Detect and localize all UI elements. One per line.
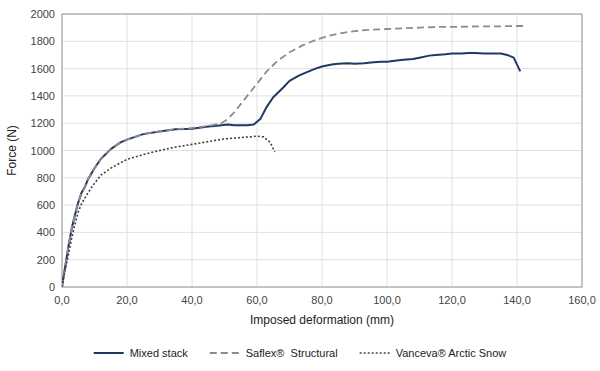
legend-item: Saflex® Structural — [210, 347, 338, 359]
chart: 0 200 400 600 800 1000 1200 1400 1600 1800 2000 0,0… — [0, 0, 600, 371]
x-grid-line — [517, 14, 518, 287]
legend-swatch — [360, 352, 390, 354]
legend-item: Mixed stack — [94, 347, 189, 359]
y-tick-label: 1400 — [31, 90, 55, 102]
x-grid-line — [452, 14, 453, 287]
x-tick-label: 80,0 — [311, 294, 332, 306]
series-line — [62, 53, 520, 287]
legend-swatch — [210, 352, 240, 354]
legend-swatch — [94, 352, 124, 354]
y-tick-label: 400 — [37, 226, 55, 238]
x-grid-line — [387, 14, 388, 287]
grid — [62, 14, 582, 287]
y-tick-label: 800 — [37, 172, 55, 184]
legend-item: Vanceva® Arctic Snow — [360, 347, 507, 359]
y-tick-label: 2000 — [31, 8, 55, 20]
x-grid-line — [127, 14, 128, 287]
y-tick-label: 1600 — [31, 63, 55, 75]
y-tick-label: 1200 — [31, 117, 55, 129]
y-tick-label: 1800 — [31, 35, 55, 47]
x-grid-line — [257, 14, 258, 287]
x-tick-label: 140,0 — [503, 294, 531, 306]
legend-label: Vanceva® Arctic Snow — [396, 347, 507, 359]
y-tick-label: 0 — [49, 281, 55, 293]
x-tick-label: 120,0 — [438, 294, 466, 306]
legend: Mixed stack Saflex® Structural Vanceva® Ar… — [94, 347, 507, 359]
x-tick-label: 60,0 — [246, 294, 267, 306]
x-tick-label: 100,0 — [373, 294, 401, 306]
y-tick-label: 1000 — [31, 145, 55, 157]
series-line — [62, 136, 275, 287]
x-tick-label: 40,0 — [181, 294, 202, 306]
x-tick-label: 20,0 — [116, 294, 137, 306]
x-grid-line — [192, 14, 193, 287]
y-tick-label: 600 — [37, 199, 55, 211]
plot-frame — [62, 14, 582, 287]
x-tick-label: 160,0 — [568, 294, 596, 306]
x-axis-label: Imposed deformation (mm) — [250, 313, 394, 327]
legend-label: Mixed stack — [130, 347, 189, 359]
x-tick-label: 0,0 — [54, 294, 69, 306]
legend-label: Saflex® Structural — [246, 347, 338, 359]
series-line — [62, 26, 527, 287]
lines — [62, 26, 527, 287]
y-axis-label: Force (N) — [5, 125, 19, 176]
x-grid-line — [322, 14, 323, 287]
y-tick-label: 200 — [37, 254, 55, 266]
